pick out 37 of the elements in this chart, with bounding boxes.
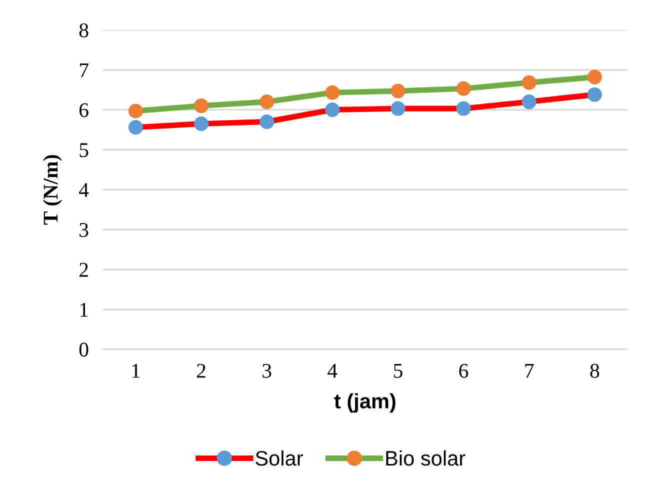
x-tick-label: 7 [525, 364, 534, 378]
point [587, 87, 602, 102]
point [128, 104, 143, 118]
point [522, 94, 536, 110]
point [587, 70, 602, 84]
point [128, 120, 143, 135]
x-tick-label: 2 [196, 364, 206, 378]
point [194, 116, 209, 132]
y-tick-label: 4 [79, 183, 89, 197]
y-axis-title: T (N/m) [43, 155, 62, 225]
point [260, 114, 274, 130]
x-tick-label: 8 [590, 364, 600, 378]
y-tick-label: 3 [80, 222, 88, 237]
point [456, 101, 471, 116]
x-axis-title: t (jam) [334, 393, 396, 413]
point [325, 85, 340, 100]
x-tick-label: 1 [132, 364, 140, 378]
x-tick-label: 6 [459, 364, 468, 378]
y-tick-label: 6 [80, 103, 88, 118]
point [325, 102, 340, 118]
point [194, 98, 209, 114]
legend-label: Solar [256, 450, 303, 466]
x-tick-label: 3 [262, 364, 272, 378]
point [522, 75, 536, 90]
y-tick-label: 2 [80, 262, 88, 277]
point [390, 84, 406, 98]
y-tick-label: 1 [80, 302, 88, 317]
y-tick-label: 7 [80, 63, 88, 78]
legend-label: Bio solar [386, 450, 466, 466]
y-tick-label: 8 [79, 23, 88, 38]
x-tick-label: 5 [394, 364, 402, 378]
point [390, 101, 406, 116]
point [456, 81, 471, 96]
x-tick-label: 4 [328, 364, 338, 378]
y-tick-label: 0 [79, 342, 88, 357]
y-tick-label: 5 [80, 143, 88, 158]
point [260, 94, 274, 110]
